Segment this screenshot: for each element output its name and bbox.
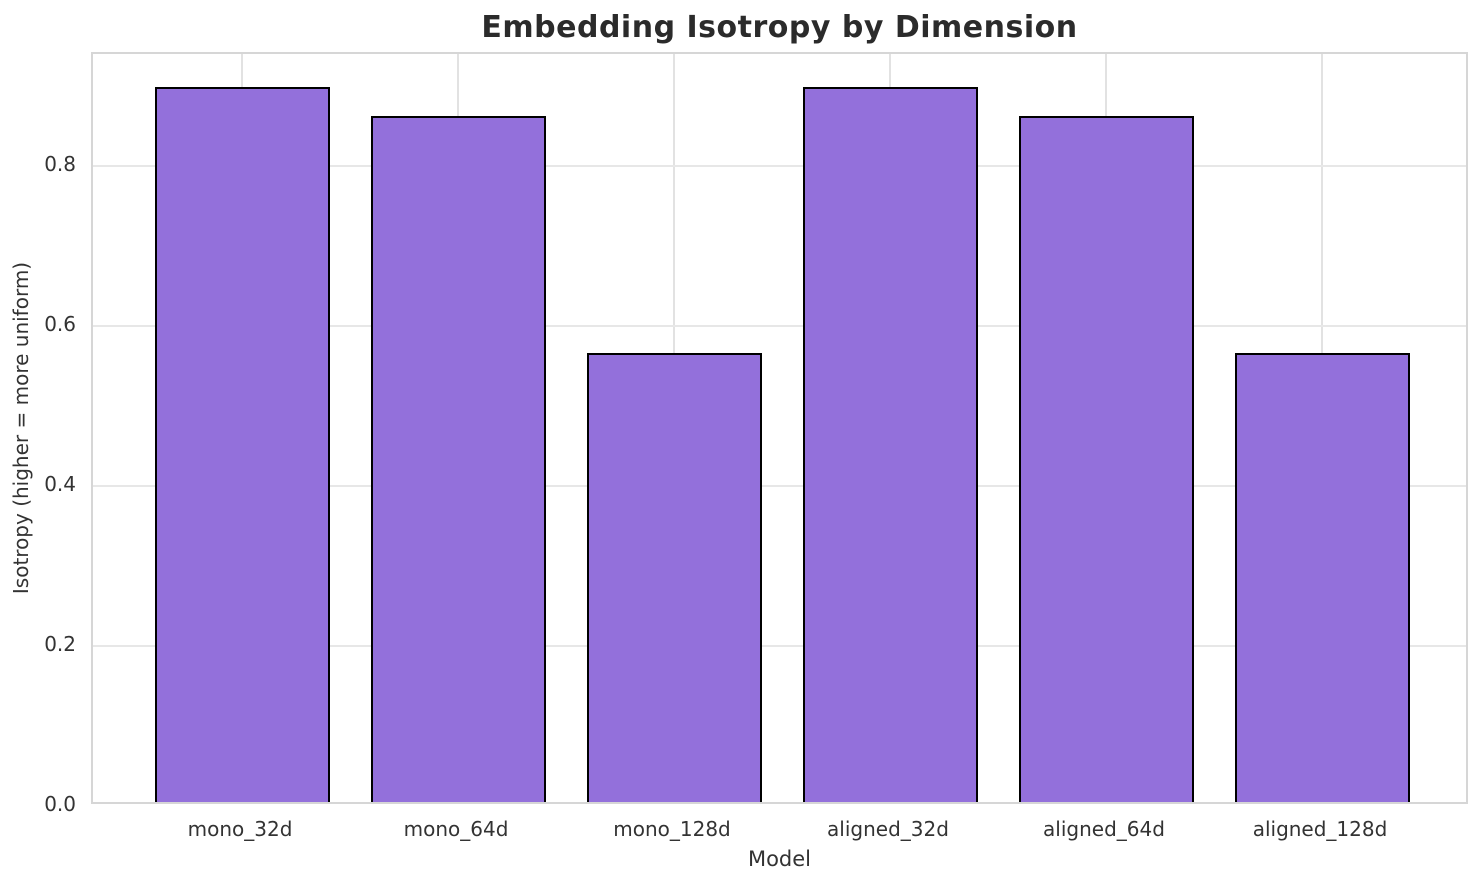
x-tick-label: mono_32d <box>187 817 293 841</box>
bar-aligned_128d <box>1234 353 1410 802</box>
value-gridline <box>93 485 1466 487</box>
y-tick-label: 0.2 <box>44 632 76 656</box>
x-tick-label: mono_128d <box>613 817 731 841</box>
y-tick-label: 0.6 <box>44 312 76 336</box>
x-tick-label: aligned_128d <box>1252 817 1388 841</box>
y-tick-label: 0.8 <box>44 152 76 176</box>
x-tick-label: aligned_32d <box>827 817 949 841</box>
plot-area <box>91 52 1468 804</box>
x-tick-label: aligned_64d <box>1043 817 1165 841</box>
bar-mono_32d <box>154 86 330 802</box>
bar-aligned_32d <box>802 86 978 802</box>
value-gridline <box>93 645 1466 647</box>
chart-title: Embedding Isotropy by Dimension <box>481 10 1078 45</box>
x-tick-label: mono_64d <box>403 817 509 841</box>
bar-aligned_64d <box>1018 115 1194 802</box>
bar-mono_128d <box>586 353 762 802</box>
value-gridline <box>93 165 1466 167</box>
y-tick-label: 0.0 <box>44 792 76 816</box>
y-tick-label: 0.4 <box>44 472 76 496</box>
x-axis-label: Model <box>747 847 812 871</box>
value-gridline <box>93 325 1466 327</box>
bar-mono_64d <box>370 115 546 802</box>
